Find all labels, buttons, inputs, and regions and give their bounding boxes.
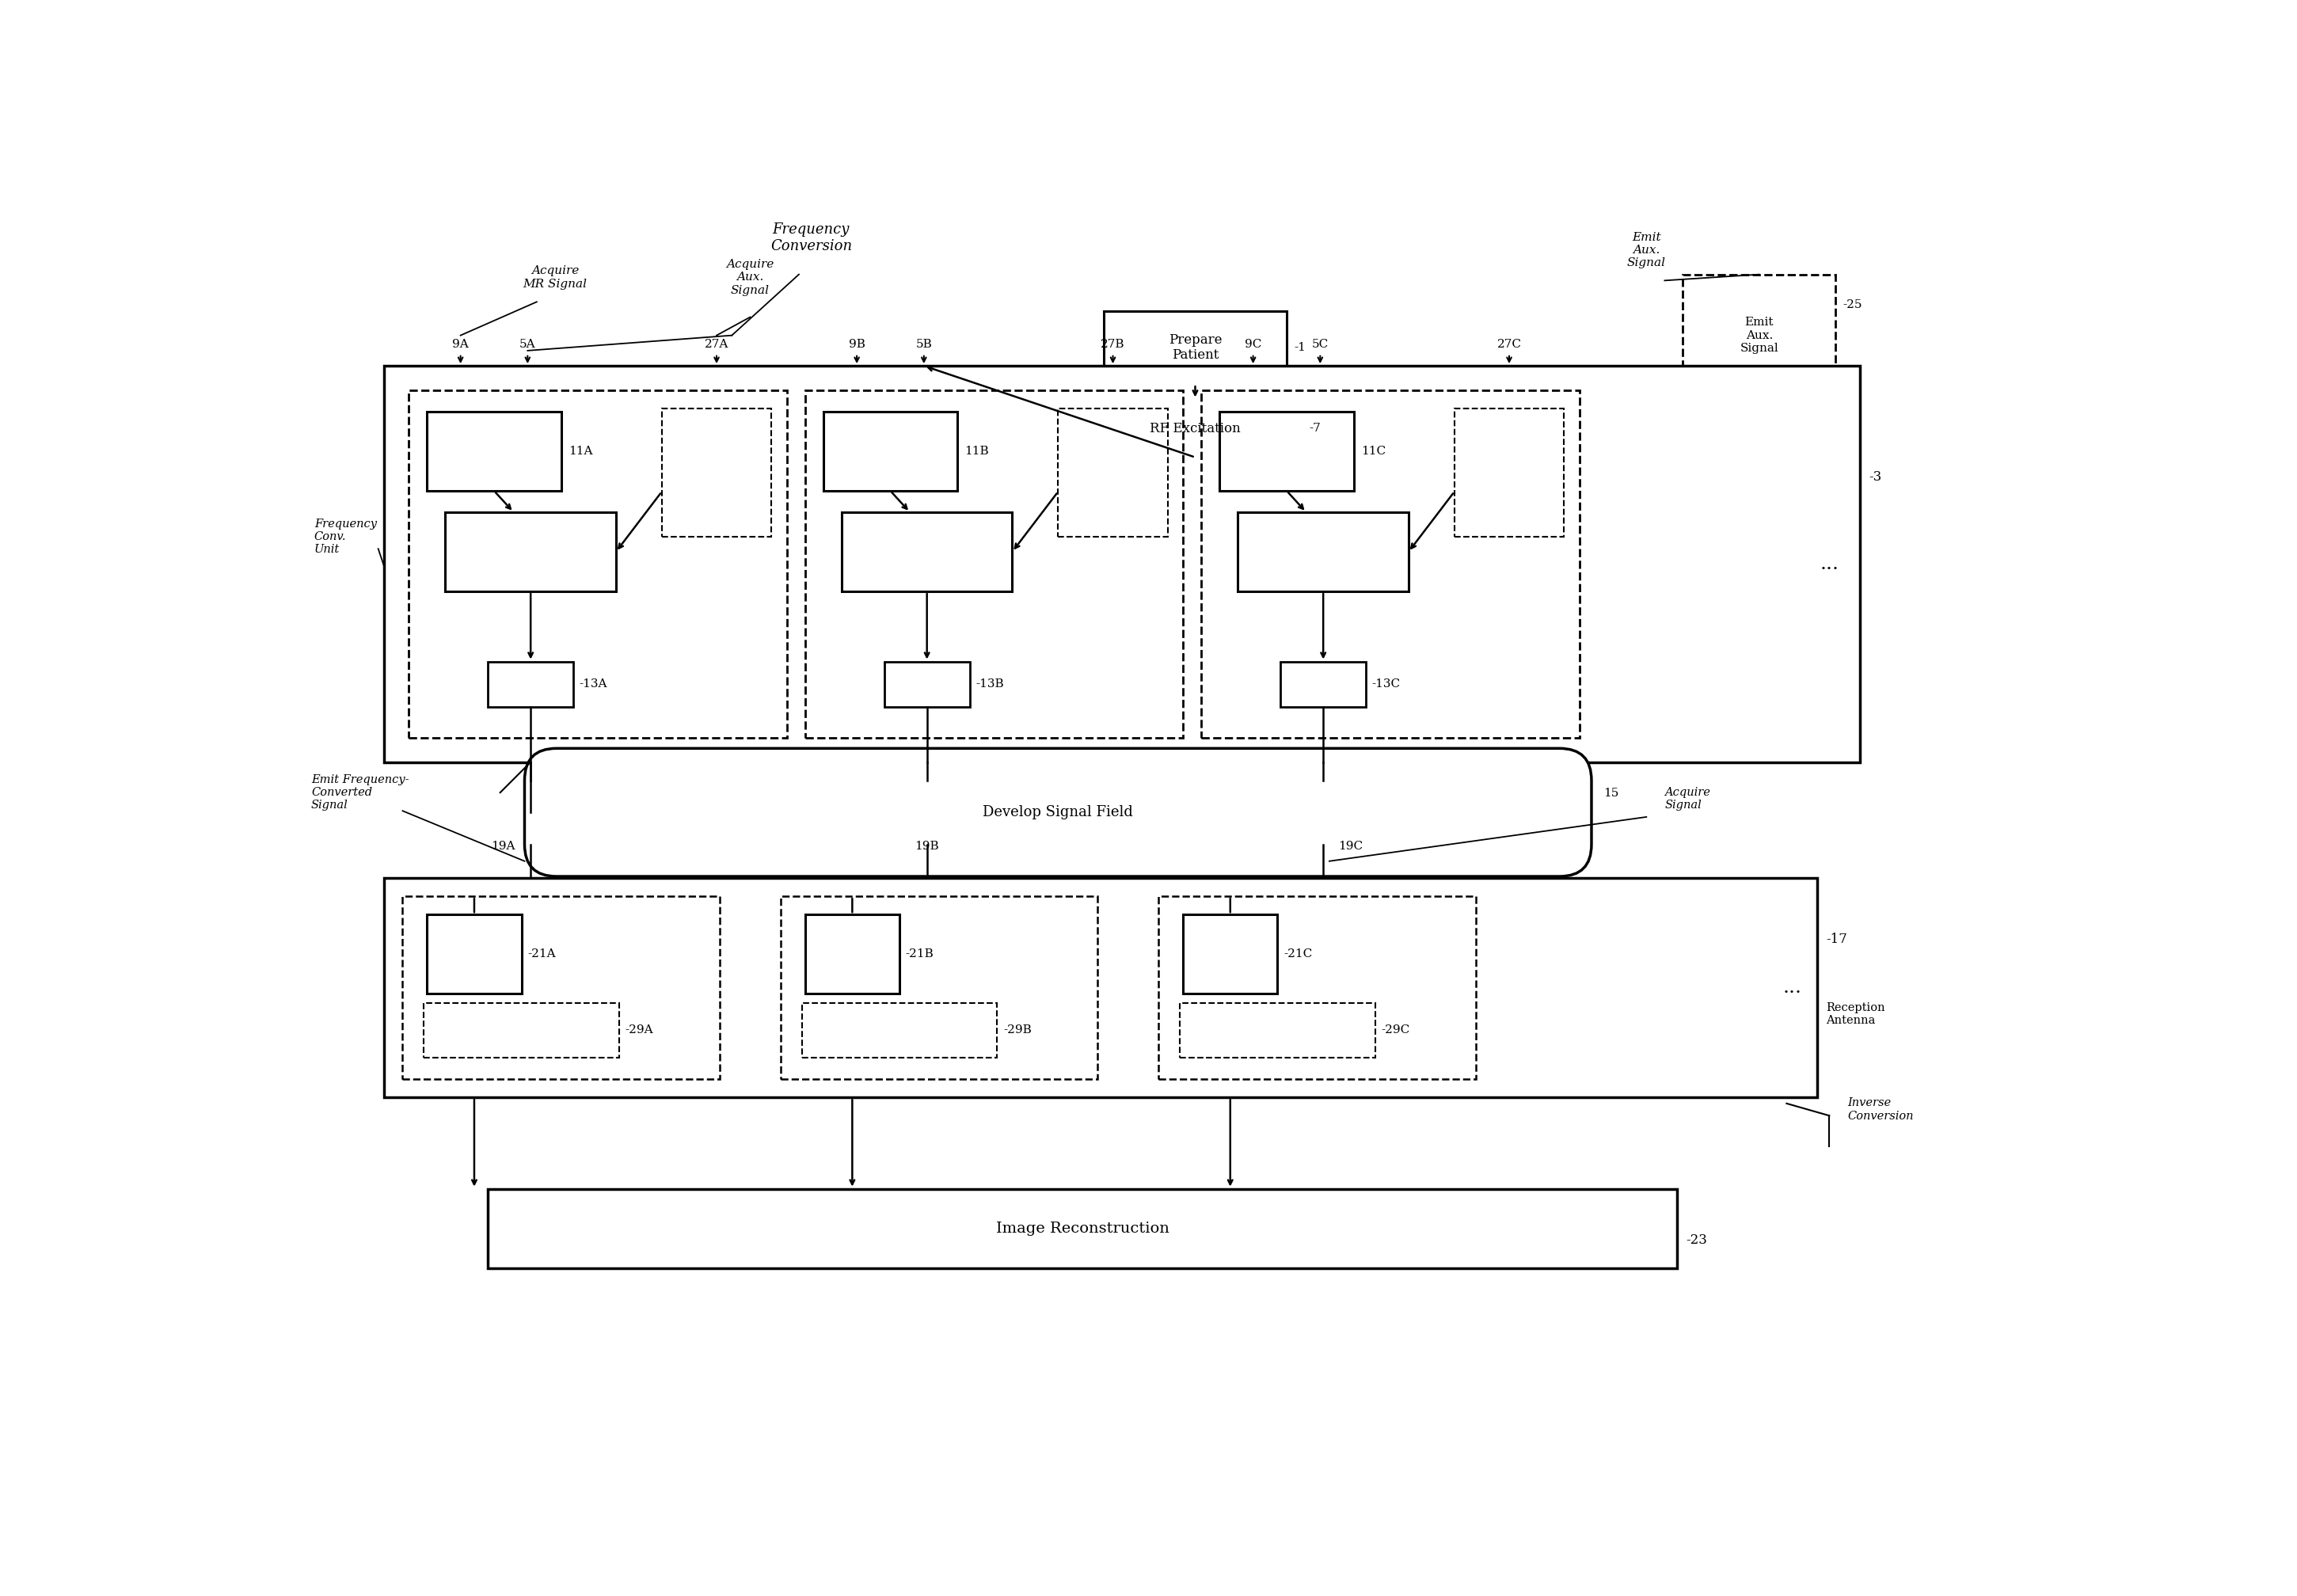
Bar bbox=[446, 512, 616, 592]
Text: 9B: 9B bbox=[848, 338, 866, 350]
Text: 19B: 19B bbox=[914, 841, 939, 851]
Text: RF Excitation: RF Excitation bbox=[1151, 421, 1240, 436]
Bar bbox=[487, 1189, 1677, 1269]
Bar bbox=[1279, 661, 1367, 707]
Text: -21B: -21B bbox=[905, 948, 935, 959]
Text: -23: -23 bbox=[1686, 1234, 1707, 1246]
Bar bbox=[1183, 915, 1277, 994]
Bar bbox=[425, 1002, 620, 1058]
Text: 11A: 11A bbox=[567, 445, 593, 456]
Text: -7: -7 bbox=[1309, 423, 1321, 434]
Text: Prepare
Patient: Prepare Patient bbox=[1169, 334, 1222, 362]
Bar bbox=[1238, 512, 1408, 592]
Text: Inverse
Conversion: Inverse Conversion bbox=[1847, 1098, 1913, 1122]
Bar bbox=[427, 915, 521, 994]
Bar bbox=[402, 897, 719, 1079]
Text: -25: -25 bbox=[1842, 300, 1863, 311]
Bar bbox=[1684, 275, 1835, 396]
Text: 11C: 11C bbox=[1362, 445, 1385, 456]
Text: Emit
Aux.
Signal: Emit Aux. Signal bbox=[1739, 318, 1778, 354]
Text: 19C: 19C bbox=[1339, 841, 1362, 851]
Bar bbox=[1454, 409, 1564, 536]
Bar bbox=[384, 365, 1861, 763]
Bar bbox=[384, 878, 1817, 1098]
Text: Emit
Aux.
Signal: Emit Aux. Signal bbox=[1626, 231, 1665, 268]
Bar bbox=[1089, 399, 1302, 458]
Bar bbox=[822, 412, 958, 492]
Text: Image Reconstruction: Image Reconstruction bbox=[997, 1221, 1169, 1235]
Text: -21C: -21C bbox=[1284, 948, 1312, 959]
Bar bbox=[802, 1002, 997, 1058]
Text: Acquire
Aux.
Signal: Acquire Aux. Signal bbox=[726, 259, 774, 295]
Bar bbox=[409, 391, 786, 737]
Text: ...: ... bbox=[1819, 555, 1840, 573]
Text: 27C: 27C bbox=[1498, 338, 1521, 350]
Text: Acquire
Signal: Acquire Signal bbox=[1665, 787, 1711, 811]
Bar bbox=[1059, 409, 1167, 536]
Text: -13B: -13B bbox=[976, 678, 1004, 689]
Text: 11B: 11B bbox=[965, 445, 990, 456]
Text: -29C: -29C bbox=[1380, 1025, 1410, 1036]
Bar bbox=[487, 661, 574, 707]
Text: Acquire
MR Signal: Acquire MR Signal bbox=[524, 265, 588, 289]
Text: 27A: 27A bbox=[705, 338, 728, 350]
Text: -13A: -13A bbox=[579, 678, 606, 689]
Text: -13C: -13C bbox=[1371, 678, 1401, 689]
Text: 9A: 9A bbox=[453, 338, 469, 350]
Text: -29B: -29B bbox=[1004, 1025, 1031, 1036]
Text: -17: -17 bbox=[1826, 932, 1847, 946]
Bar bbox=[662, 409, 772, 536]
Text: 5C: 5C bbox=[1312, 338, 1328, 350]
Bar bbox=[1220, 412, 1353, 492]
Text: ...: ... bbox=[1782, 978, 1803, 998]
Text: 27B: 27B bbox=[1100, 338, 1126, 350]
Bar bbox=[1105, 311, 1286, 385]
Text: -1: -1 bbox=[1293, 342, 1305, 353]
Text: 9C: 9C bbox=[1245, 338, 1261, 350]
FancyBboxPatch shape bbox=[524, 749, 1592, 876]
Text: -21A: -21A bbox=[528, 948, 556, 959]
Bar bbox=[781, 897, 1098, 1079]
Text: Emit Frequency-
Converted
Signal: Emit Frequency- Converted Signal bbox=[310, 774, 409, 811]
Text: 15: 15 bbox=[1603, 788, 1619, 798]
Text: 5A: 5A bbox=[519, 338, 535, 350]
Text: Frequency
Conversion: Frequency Conversion bbox=[769, 222, 852, 254]
Bar bbox=[427, 412, 560, 492]
Text: -29A: -29A bbox=[625, 1025, 652, 1036]
Text: Reception
Antenna: Reception Antenna bbox=[1826, 1002, 1886, 1026]
Bar bbox=[841, 512, 1013, 592]
Bar bbox=[804, 391, 1183, 737]
Bar bbox=[1201, 391, 1580, 737]
Bar bbox=[804, 915, 900, 994]
Text: Frequency
Conv.
Unit: Frequency Conv. Unit bbox=[315, 519, 377, 555]
Bar bbox=[1158, 897, 1475, 1079]
Text: Develop Signal Field: Develop Signal Field bbox=[983, 806, 1132, 819]
Text: 19A: 19A bbox=[492, 841, 515, 851]
Text: -3: -3 bbox=[1870, 471, 1881, 484]
Bar bbox=[884, 661, 969, 707]
Bar bbox=[1181, 1002, 1376, 1058]
Text: 5B: 5B bbox=[917, 338, 933, 350]
